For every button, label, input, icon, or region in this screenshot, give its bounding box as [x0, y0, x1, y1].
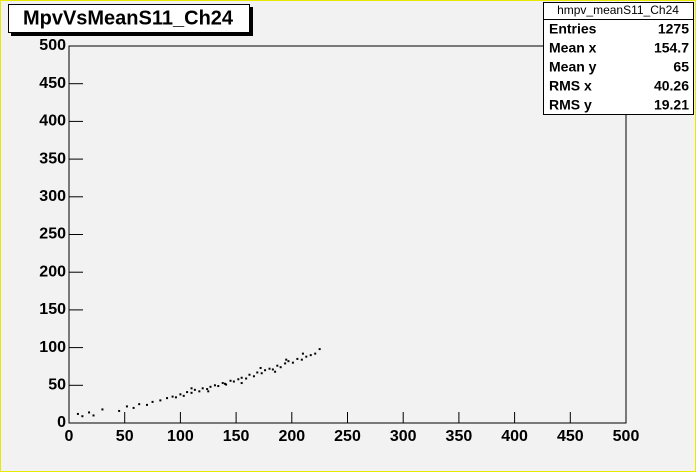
point [81, 415, 84, 418]
title-box [8, 4, 250, 33]
stats-value: 154.7 [654, 40, 689, 56]
point [101, 408, 104, 411]
point [92, 414, 95, 417]
x-tick-label: 500 [613, 428, 640, 445]
stats-value: 65 [673, 59, 689, 75]
point [276, 364, 279, 367]
y-tick-label: 50 [48, 377, 66, 394]
point [190, 387, 193, 390]
stats-label: RMS x [549, 78, 592, 94]
point [268, 367, 271, 370]
chart-title: MpvVsMeanS11_Ch24 [23, 7, 234, 29]
y-tick-label: 150 [39, 301, 66, 318]
point [256, 371, 259, 374]
y-tick-label: 100 [39, 339, 66, 356]
stats-box: hmpv_meanS11_Ch24 [543, 2, 694, 115]
x-tick-label: 450 [557, 428, 584, 445]
point [245, 377, 248, 380]
point [309, 354, 312, 357]
point [260, 372, 263, 375]
point [179, 393, 182, 396]
x-tick-label: 350 [446, 428, 473, 445]
point [229, 379, 232, 382]
point [223, 382, 226, 385]
x-tick-label: 300 [390, 428, 417, 445]
point [76, 412, 79, 415]
point [240, 376, 243, 379]
point [318, 348, 321, 351]
point [190, 391, 193, 394]
x-tick-label: 150 [223, 428, 250, 445]
x-tick-label: 50 [116, 428, 134, 445]
point [301, 352, 304, 355]
point [186, 391, 189, 394]
point [285, 358, 288, 361]
point [284, 362, 287, 365]
point [213, 384, 216, 387]
point [182, 394, 185, 397]
y-tick-label: 400 [39, 113, 66, 130]
point [225, 383, 228, 386]
point [259, 366, 262, 369]
y-tick-label: 300 [39, 188, 66, 205]
point [232, 380, 235, 383]
y-tick-label: 500 [39, 37, 66, 54]
point [88, 411, 91, 414]
x-tick-label: 200 [278, 428, 305, 445]
point [201, 387, 204, 390]
point [132, 406, 135, 409]
y-tick-label: 250 [39, 226, 66, 243]
plot-frame [68, 45, 627, 424]
point [221, 382, 224, 385]
point [174, 396, 177, 399]
point [159, 399, 162, 402]
x-tick-label: 0 [65, 428, 74, 445]
point [264, 369, 267, 372]
point [151, 400, 154, 403]
point [207, 390, 210, 393]
x-tick-label: 100 [167, 428, 194, 445]
point [118, 409, 121, 412]
point [198, 390, 201, 393]
y-tick-label: 350 [39, 150, 66, 167]
stats-value: 19.21 [654, 97, 689, 113]
stats-title: hmpv_meanS11_Ch24 [557, 3, 679, 17]
point [274, 370, 277, 373]
point [252, 375, 255, 378]
point [314, 352, 317, 355]
point [237, 378, 240, 381]
y-tick-label: 200 [39, 263, 66, 280]
point [296, 357, 299, 360]
y-tick-label: 450 [39, 75, 66, 92]
y-tick-label: 0 [57, 414, 66, 431]
stats-value: 1275 [658, 21, 689, 37]
point [287, 360, 290, 363]
point [171, 395, 174, 398]
point [240, 382, 243, 385]
stats-label: RMS y [549, 97, 592, 113]
point [271, 368, 274, 371]
stats-label: Entries [549, 21, 597, 37]
point [291, 361, 294, 364]
point [166, 397, 169, 400]
point [138, 403, 141, 406]
point [248, 373, 251, 376]
stats-frame [543, 2, 694, 115]
point [279, 366, 282, 369]
point [300, 358, 303, 361]
x-tick-label: 400 [501, 428, 528, 445]
point [217, 385, 220, 388]
stats-label: Mean y [549, 59, 597, 75]
point [145, 403, 148, 406]
x-tick-label: 250 [334, 428, 361, 445]
point [209, 385, 212, 388]
point [206, 388, 209, 391]
point [305, 355, 308, 358]
point [125, 405, 128, 408]
stats-label: Mean x [549, 40, 597, 56]
point [193, 388, 196, 391]
stats-value: 40.26 [654, 78, 689, 94]
